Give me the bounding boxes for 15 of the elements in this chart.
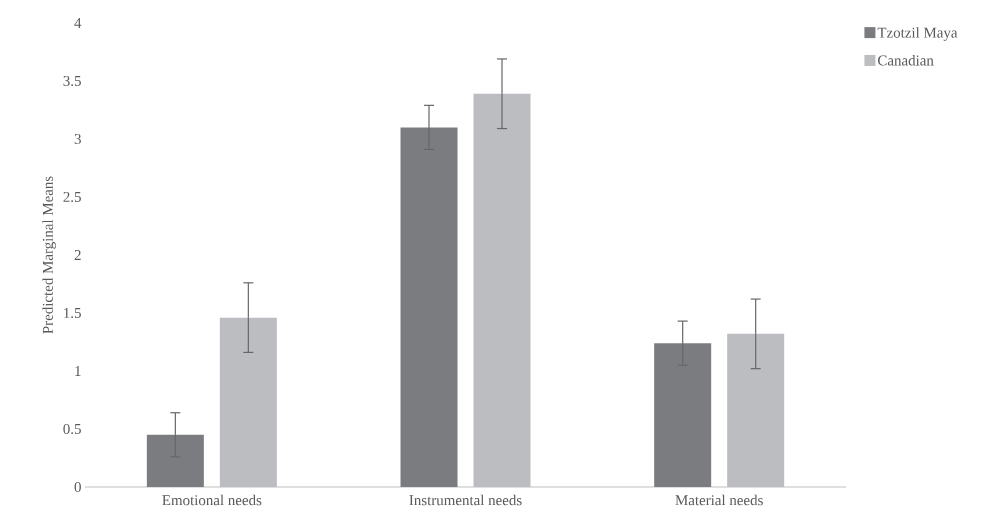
y-tick-label: 2.5: [63, 191, 81, 203]
y-tick-label: 4: [74, 18, 82, 28]
x-tick-label: Material needs: [675, 494, 763, 506]
x-tick-label: Instrumental needs: [409, 494, 522, 506]
legend-label: Canadian: [878, 55, 934, 66]
y-tick-label: 2: [74, 250, 81, 260]
y-tick-label: 0.5: [63, 423, 81, 435]
y-tick-label: 1: [75, 366, 81, 376]
x-tick-label: Emotional needs: [162, 494, 262, 506]
y-tick-label: 1.5: [64, 307, 81, 319]
y-tick-label: 3.5: [63, 75, 81, 87]
y-axis-title: Predicted Marginal Means: [42, 176, 56, 334]
y-tick-label: 3: [74, 133, 81, 144]
legend-label: Tzotzil Maya: [877, 27, 958, 41]
y-tick-label: 0: [74, 481, 81, 493]
